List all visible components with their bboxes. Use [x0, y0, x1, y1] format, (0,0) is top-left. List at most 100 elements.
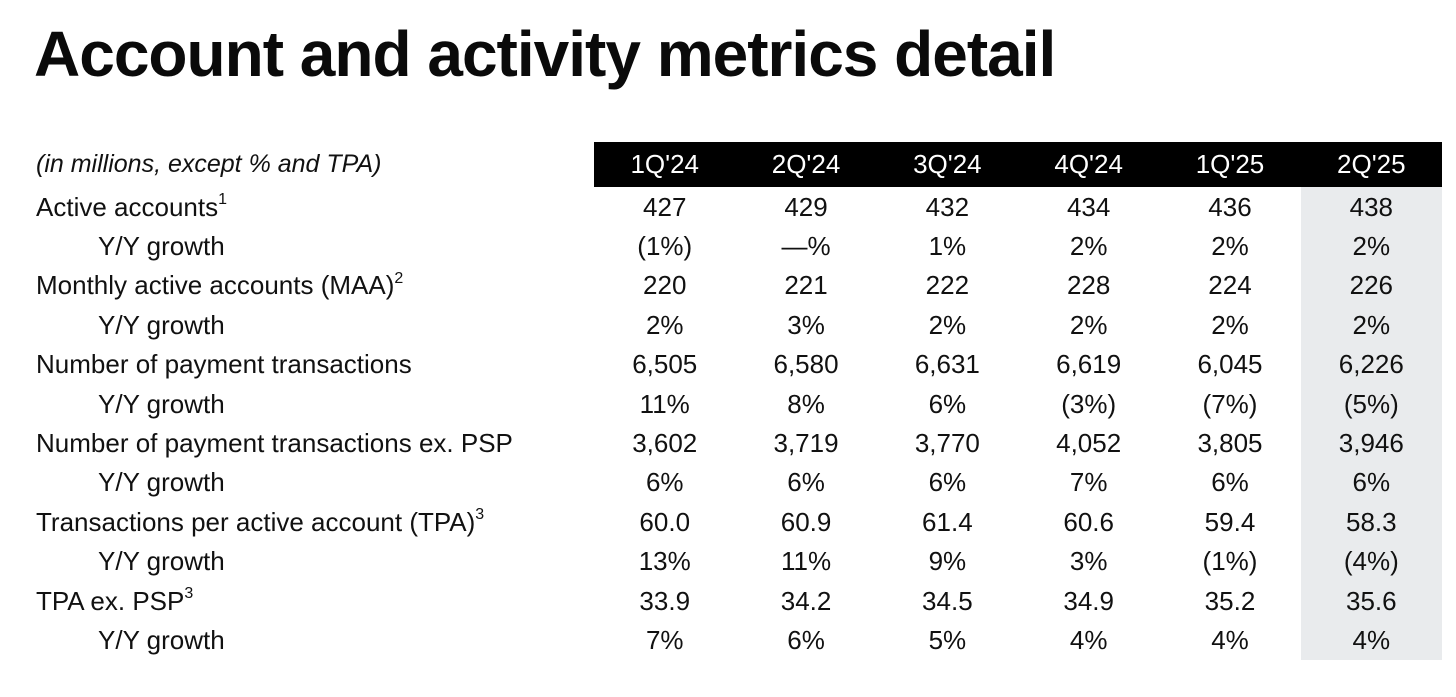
cell-value: 11%	[780, 546, 832, 577]
row-label: Active accounts	[36, 191, 219, 222]
cell-value: 432	[925, 191, 970, 222]
cell-value: 34.2	[780, 585, 832, 616]
cell-value: 436	[1208, 191, 1252, 222]
cell-value: 434	[1066, 191, 1111, 222]
cell-value: 2%	[1300, 305, 1442, 346]
row-label: Y/Y growth	[98, 388, 225, 419]
cell-value: 61.4	[922, 506, 973, 537]
cell-value: (7%)	[1202, 388, 1258, 419]
slide: Account and activity metrics detail (in …	[0, 12, 1456, 661]
cell-value: 6,226	[1300, 345, 1442, 385]
cell-value: (5%)	[1300, 384, 1442, 424]
cell-value: 2%	[928, 309, 967, 340]
cell-value: 6%	[928, 388, 967, 419]
cell-value: 2%	[1069, 231, 1108, 262]
cell-value: 221	[784, 270, 828, 301]
cell-value: 13%	[638, 546, 691, 577]
table-row: TPA ex. PSP3 33.9 34.2 34.5 34.9 35.2 35…	[36, 581, 1442, 621]
cell-value: 60.9	[780, 506, 832, 537]
footnote-sup: 1	[218, 191, 227, 208]
cell-value: 4,052	[1056, 428, 1122, 458]
metrics-table: (in millions, except % and TPA) 1Q'24 2Q…	[36, 142, 1442, 661]
units-note: (in millions, except % and TPA)	[36, 142, 595, 188]
cell-value: 11%	[639, 388, 690, 419]
cell-value: 34.5	[922, 585, 973, 616]
cell-value: 427	[643, 191, 687, 222]
row-label: Transactions per active account (TPA)	[36, 506, 476, 537]
row-label: Y/Y growth	[98, 467, 225, 498]
column-header-4q24: 4Q'24	[1018, 142, 1160, 188]
row-label: Y/Y growth	[98, 624, 225, 655]
cell-value: 9%	[928, 546, 967, 577]
cell-value: 3,946	[1300, 423, 1442, 464]
cell-value: 6,619	[1056, 349, 1122, 380]
cell-value: 228	[1066, 270, 1111, 301]
cell-value: 6%	[645, 467, 684, 498]
table-row: Y/Y growth 7% 6% 5% 4% 4% 4%	[36, 620, 1442, 661]
row-label: Number of payment transactions	[36, 349, 412, 380]
table-row: Y/Y growth 13% 11% 9% 3% (1%) (4%)	[36, 541, 1442, 582]
table-row: Number of payment transactions ex. PSP 3…	[36, 423, 1442, 464]
cell-value: 34.9	[1063, 585, 1114, 616]
table-row: Y/Y growth 6% 6% 6% 7% 6% 6%	[36, 463, 1442, 503]
row-label: Y/Y growth	[98, 309, 225, 340]
cell-value: 5%	[928, 624, 967, 655]
page-title: Account and activity metrics detail	[34, 18, 1056, 90]
cell-value: 59.4	[1204, 506, 1256, 537]
cell-value: (1%)	[637, 231, 693, 262]
cell-value: 226	[1300, 266, 1442, 306]
cell-value: 33.9	[639, 585, 691, 616]
cell-value: 3,602	[632, 428, 698, 458]
column-header-2q25: 2Q'25	[1300, 142, 1442, 188]
cell-value: (3%)	[1061, 388, 1117, 419]
table-row: Monthly active accounts (MAA)2 220 221 2…	[36, 266, 1442, 306]
cell-value: 3%	[1069, 546, 1108, 577]
row-label: Y/Y growth	[98, 231, 225, 262]
cell-value: 2%	[645, 309, 684, 340]
row-label: Monthly active accounts (MAA)	[36, 270, 395, 301]
cell-value: 6%	[928, 467, 967, 498]
table-row: Transactions per active account (TPA)3 6…	[36, 502, 1442, 542]
table-row: Active accounts1 427 429 432 434 436 438	[36, 187, 1442, 227]
column-header-1q24: 1Q'24	[594, 142, 736, 188]
column-header-2q24: 2Q'24	[735, 142, 877, 188]
cell-value: 2%	[1211, 309, 1249, 340]
table-row: Y/Y growth (1%) —% 1% 2% 2% 2%	[36, 226, 1442, 267]
cell-value: 1%	[928, 231, 967, 262]
cell-value: 3,719	[773, 428, 839, 458]
cell-value: 224	[1208, 270, 1252, 301]
cell-value: 8%	[787, 388, 825, 419]
cell-value: 4%	[1300, 620, 1442, 661]
table-row: Number of payment transactions 6,505 6,5…	[36, 345, 1442, 385]
cell-value: 220	[643, 270, 687, 301]
cell-value: 2%	[1069, 309, 1108, 340]
cell-value: 438	[1300, 187, 1442, 227]
row-label: Y/Y growth	[98, 546, 225, 577]
row-label: TPA ex. PSP	[36, 585, 185, 616]
cell-value: 3,805	[1197, 428, 1263, 458]
cell-value: 6%	[787, 624, 825, 655]
cell-value: 35.2	[1204, 585, 1256, 616]
footnote-sup: 3	[475, 506, 485, 524]
cell-value: 7%	[645, 624, 684, 655]
cell-value: (4%)	[1300, 541, 1442, 582]
cell-value: 4%	[1211, 624, 1249, 655]
cell-value: 6,631	[914, 349, 980, 380]
cell-value: 6%	[1300, 463, 1442, 503]
row-label: Number of payment transactions ex. PSP	[36, 428, 513, 458]
cell-value: 6,505	[632, 349, 698, 380]
cell-value: 60.6	[1063, 506, 1114, 537]
cell-value: (1%)	[1202, 546, 1258, 577]
table-row: Y/Y growth 2% 3% 2% 2% 2% 2%	[36, 305, 1442, 346]
cell-value: 6,045	[1197, 349, 1263, 380]
table-header-row: (in millions, except % and TPA) 1Q'24 2Q…	[36, 142, 1442, 188]
cell-value: —%	[781, 231, 831, 262]
cell-value: 3,770	[914, 428, 980, 458]
column-header-3q24: 3Q'24	[876, 142, 1019, 188]
cell-value: 6%	[787, 467, 825, 498]
cell-value: 6%	[1211, 467, 1249, 498]
cell-value: 4%	[1069, 624, 1108, 655]
cell-value: 58.3	[1300, 502, 1442, 542]
cell-value: 60.0	[639, 506, 691, 537]
cell-value: 6,580	[773, 349, 839, 380]
